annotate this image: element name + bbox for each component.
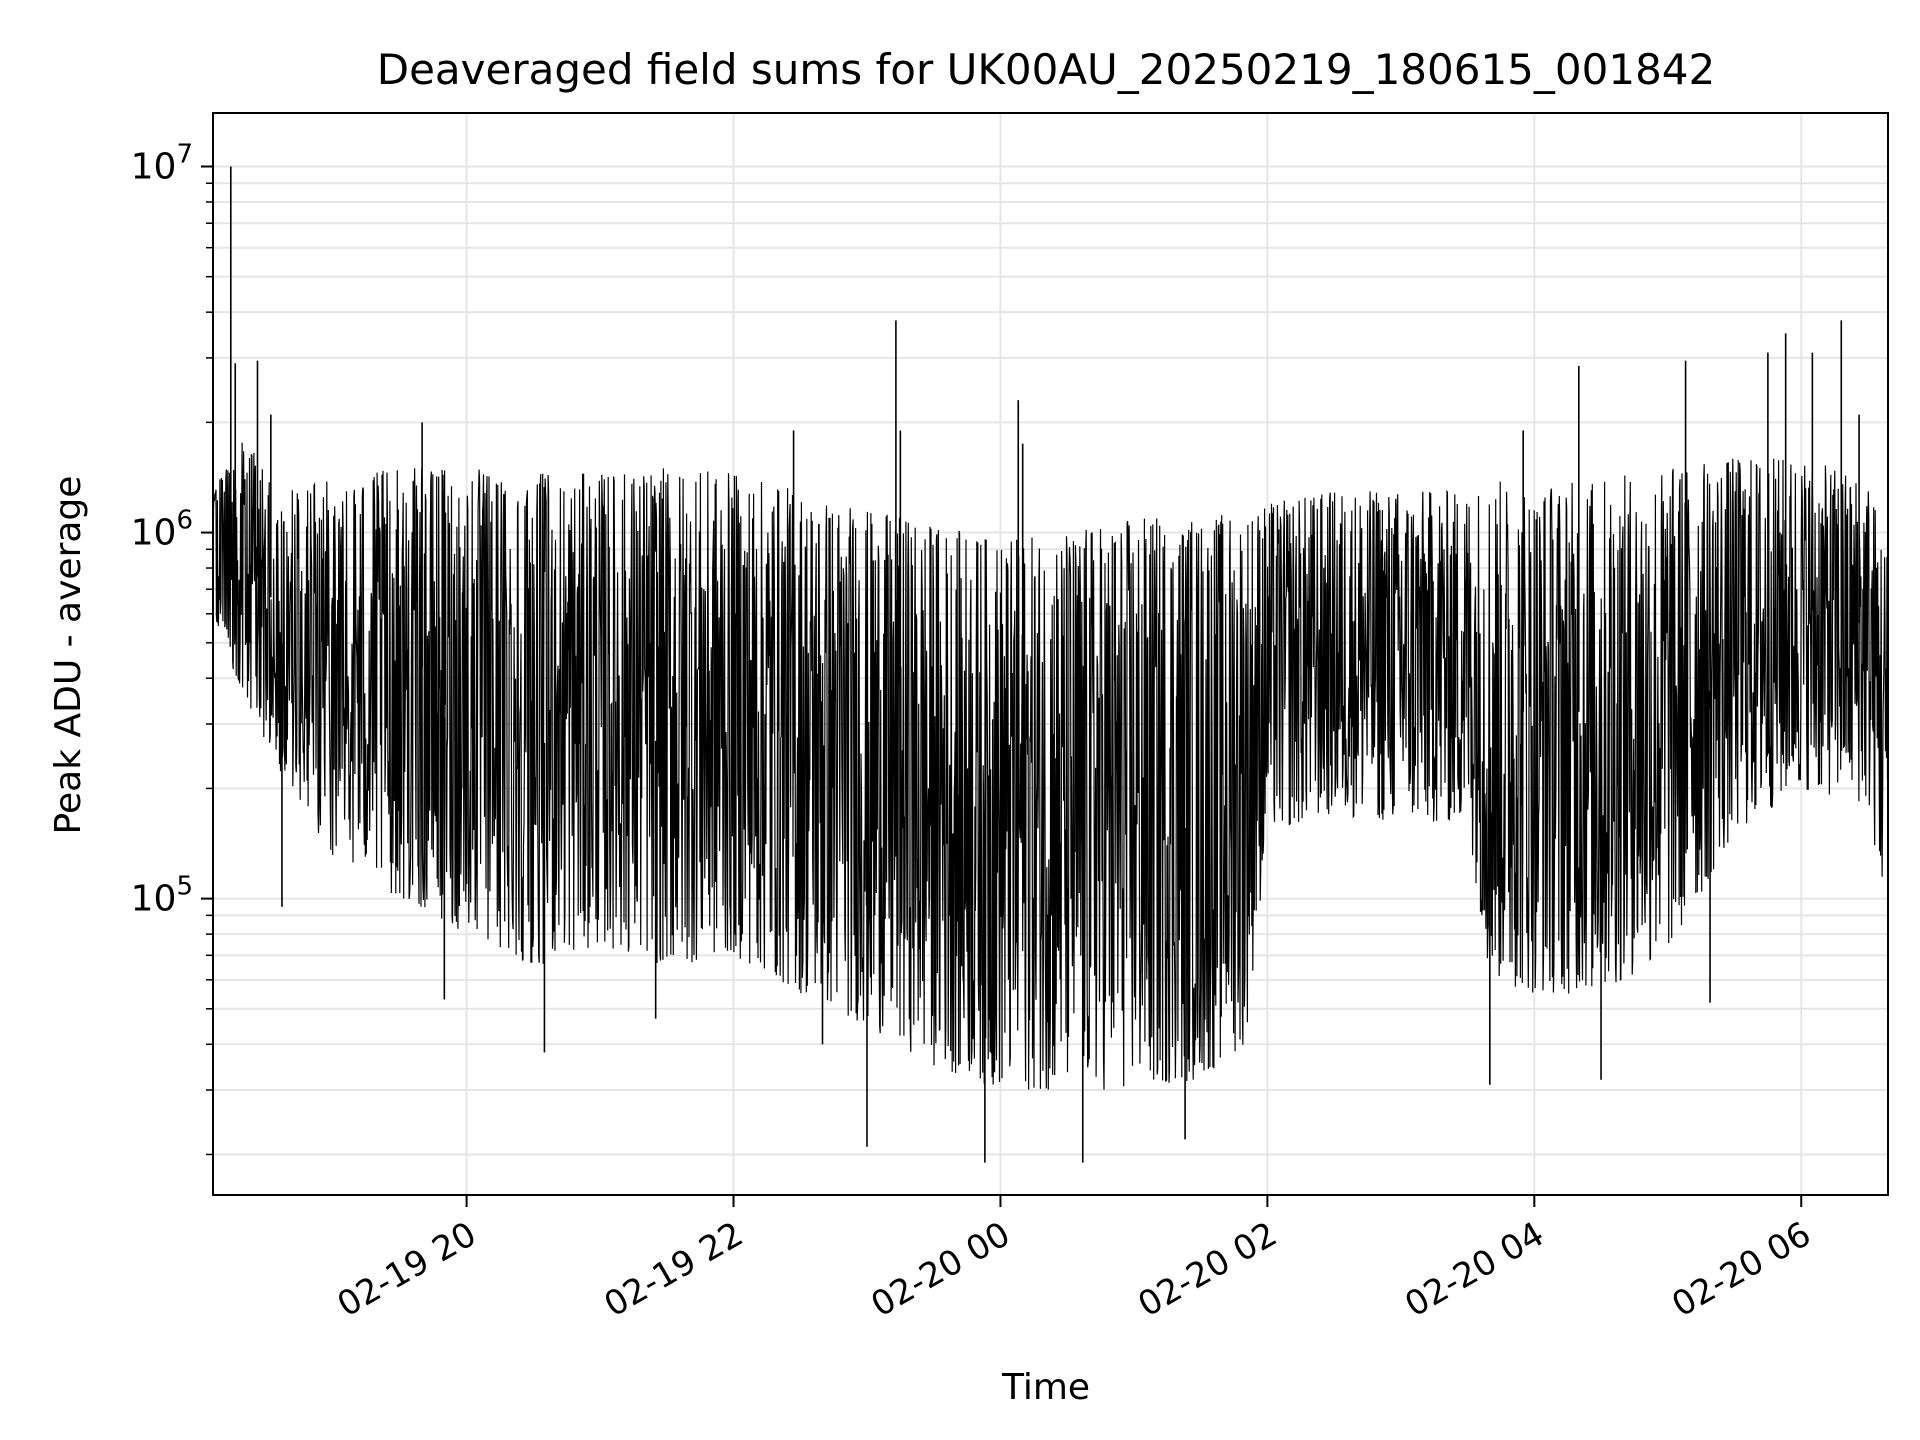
series-path [212, 442, 1889, 1090]
y-axis-ticks: 105 106 107 [131, 139, 213, 1156]
y-tick-label: 106 [131, 506, 193, 554]
x-axis-label: Time [1001, 1367, 1090, 1408]
spike-marks [229, 166, 1860, 1163]
chart-title: Deaveraged field sums for UK00AU_2025021… [377, 45, 1715, 94]
series-line [212, 442, 1889, 1090]
plot-frame [212, 112, 1889, 1196]
y-axis-label: Peak ADU - average [48, 476, 89, 835]
y-tick-label: 107 [131, 139, 193, 187]
y-tick-label: 105 [131, 872, 193, 920]
